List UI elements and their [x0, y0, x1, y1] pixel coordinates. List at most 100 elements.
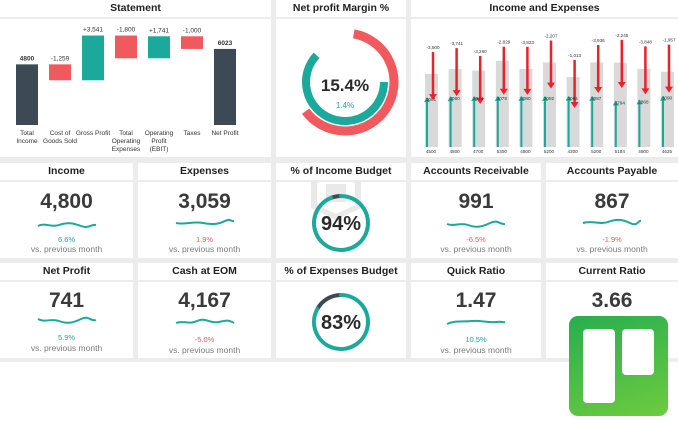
waterfall-value-label: 6023 [218, 40, 233, 47]
kpi-card-net-profit: Net Profit 741 5.9% vs. previous month [0, 263, 133, 358]
profit-arrow-head [612, 100, 619, 106]
income-bar [495, 60, 509, 147]
profit-label: 3087 [591, 96, 602, 101]
kpi-title: Accounts Receivable [411, 163, 541, 182]
sparkline [175, 318, 235, 324]
waterfall-category-label: Total [20, 130, 34, 137]
sparkline [175, 218, 234, 226]
kpi-card-cash-at-eom: Cash at EOM 4,167 -5.0% vs. previous mon… [138, 263, 271, 358]
income-label: 4625 [662, 149, 673, 154]
income-bar [661, 71, 674, 147]
expense-label: -3,741 [450, 41, 463, 46]
waterfall-category-label: Operating [112, 138, 141, 145]
income-bar [448, 68, 462, 147]
kpi-title: Net Profit [0, 263, 133, 282]
expense-label: -1,013 [568, 53, 581, 58]
kpi-value: 991 [458, 190, 494, 213]
expense-label: -3,823 [521, 40, 534, 45]
waterfall-value-label: -1,800 [117, 27, 136, 34]
kpi-title: Quick Ratio [411, 263, 541, 282]
income-label: 4300 [567, 149, 578, 154]
waterfall-bar [115, 35, 137, 59]
profit-arrow-head [636, 99, 643, 105]
expense-label: -3,500 [426, 45, 439, 50]
waterfall-category-label: Profit [151, 138, 166, 145]
waterfall-bar [181, 36, 203, 49]
income-label: 4800 [449, 149, 460, 154]
income-budget-gauge: 94% [311, 182, 370, 252]
expense-arrow-head [476, 97, 485, 104]
waterfall-bar [148, 36, 170, 59]
expenses-budget-gauge: 83% [312, 293, 370, 351]
income-bar [519, 68, 533, 147]
expense-arrow-head [452, 90, 461, 97]
kpi-value: 867 [594, 190, 630, 213]
board-logo [569, 316, 668, 416]
kpi-compare: vs. previous month [30, 244, 103, 254]
net-margin-outer-arc [301, 29, 399, 136]
kpi-compare: vs. previous month [576, 244, 648, 254]
income-expenses-card: Income and Expenses -3,500 3001 4500 -3,741… [411, 0, 678, 157]
income-budget-card: % of Income Budget 94% [276, 163, 406, 258]
income-bar [425, 73, 438, 147]
income-budget-title: % of Income Budget [276, 163, 406, 182]
income-label: 5200 [544, 149, 555, 154]
income-label: 4800 [520, 149, 531, 154]
expense-label: -2,245 [615, 33, 628, 38]
kpi-card-quick-ratio: Quick Ratio 1.47 10.5% vs. previous mont… [411, 263, 541, 358]
kpi-change: 10.5% [465, 335, 487, 344]
statement-card: Statement 4800 Total Income -1,259 Cost of Go… [0, 0, 271, 157]
profit-arrow-head [660, 95, 666, 101]
waterfall-bar [49, 64, 71, 81]
kpi-value: 1.47 [455, 289, 497, 312]
bottom-blank-area [0, 362, 678, 424]
kpi-compare: vs. previous month [440, 244, 512, 254]
income-bar [472, 70, 486, 147]
income-label: 5184 [615, 149, 626, 154]
waterfall-value-label: +1,741 [149, 27, 169, 34]
sparkline [446, 319, 506, 325]
profit-label: 3064 [567, 96, 578, 101]
board-logo-left-column [583, 329, 615, 403]
income-expenses-title: Income and Expenses [411, 0, 678, 19]
expense-label: -3,848 [639, 39, 652, 44]
waterfall-category-label: Income [16, 138, 38, 145]
profit-label: 3082 [544, 96, 555, 101]
kpi-value: 4,800 [40, 190, 93, 213]
expenses-budget-card: % of Expenses Budget 83% [276, 263, 406, 358]
income-label: 4500 [426, 149, 437, 154]
waterfall-category-label: Gross Profit [76, 130, 111, 137]
profit-arrow-head [447, 96, 454, 102]
profit-arrow-head [589, 95, 596, 101]
waterfall-value-label: -1,259 [51, 55, 70, 62]
profit-arrow-head [518, 95, 525, 101]
kpi-title: Income [0, 163, 133, 182]
profit-arrow-head [542, 95, 548, 101]
kpi-compare: vs. previous month [30, 343, 103, 353]
kpi-card-accounts-receivable: Accounts Receivable 991 -6.5% vs. previo… [411, 163, 541, 258]
profit-arrow-head [424, 97, 430, 103]
waterfall-bar [82, 35, 104, 81]
expenses-budget-title: % of Expenses Budget [276, 263, 406, 282]
expense-label: -3,260 [474, 49, 487, 54]
income-label: 5300 [497, 149, 508, 154]
expense-arrow-head [617, 81, 626, 88]
expense-arrow-head [641, 88, 650, 95]
income-bar [590, 62, 604, 148]
expense-label: -2,829 [497, 40, 510, 45]
kpi-change: -6.5% [466, 235, 486, 244]
kpi-change: -1.9% [602, 235, 622, 244]
waterfall-category-label: Total [119, 130, 133, 137]
board-logo-right-column [622, 329, 654, 375]
kpi-title: Expenses [138, 163, 271, 182]
income-expenses-chart: -3,500 3001 4500 -3,741 3060 4800 -3,260 3074 47… [424, 33, 676, 154]
expense-arrow-head [570, 101, 579, 108]
profit-label: 3060 [449, 96, 460, 101]
net-margin-sub: 1.4% [336, 101, 354, 110]
kpi-title: Cash at EOM [138, 263, 271, 282]
expense-label: -3,936 [592, 38, 605, 43]
kpi-card-accounts-payable: Accounts Payable 867 -1.9% vs. previous … [546, 163, 678, 258]
kpi-value: 4,167 [178, 289, 231, 312]
net-margin-card: Net profit Margin % 15.4% 1.4% [276, 0, 406, 157]
expense-label: -2,207 [544, 34, 557, 39]
